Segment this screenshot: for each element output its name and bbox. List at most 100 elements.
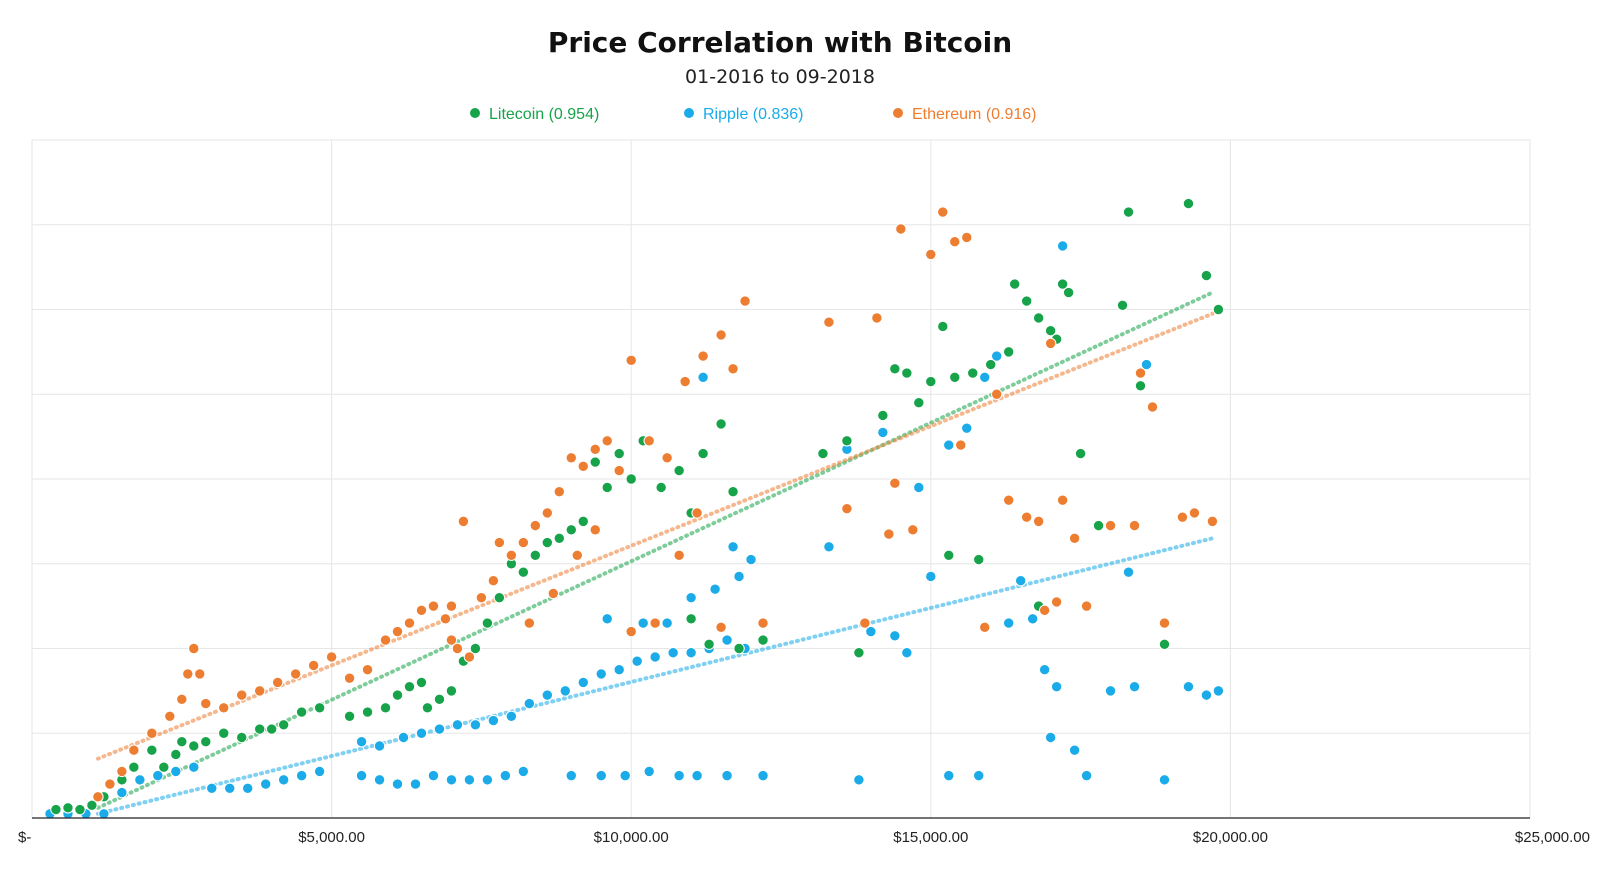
data-point-ethereum (325, 651, 338, 663)
data-point-ethereum (493, 536, 506, 549)
trendline-ripple (95, 536, 1215, 816)
legend-item-ripple[interactable]: Ripple (0.836) (684, 106, 804, 124)
data-point-ethereum (116, 765, 128, 778)
data-point-ripple (427, 769, 440, 782)
data-point-ripple (661, 617, 673, 629)
data-point-ethereum (343, 672, 356, 684)
data-point-ripple (1050, 680, 1063, 693)
data-point-ripple (721, 634, 733, 646)
data-point-ethereum (1158, 617, 1171, 629)
data-point-ripple (757, 769, 769, 782)
data-point-litecoin (517, 566, 530, 578)
data-point-ethereum (1128, 519, 1141, 532)
x-tick-label: $15,000.00 (893, 829, 968, 846)
x-tick-label: $25,000.00 (1515, 829, 1590, 846)
legend-label-ripple: Ripple (0.836) (703, 106, 804, 123)
data-point-ripple (188, 761, 200, 773)
data-point-litecoin (967, 367, 979, 379)
data-point-litecoin (985, 358, 997, 371)
data-point-ethereum (1176, 511, 1189, 523)
data-point-ripple (481, 774, 494, 786)
data-point-ethereum (289, 668, 302, 680)
data-point-litecoin (973, 553, 985, 566)
data-point-litecoin (949, 371, 961, 383)
data-point-ethereum (146, 727, 158, 739)
data-point-litecoin (877, 409, 889, 422)
data-point-ethereum (715, 329, 727, 341)
data-point-ripple (943, 769, 955, 782)
data-point-litecoin (889, 363, 901, 375)
data-point-ripple (823, 541, 835, 553)
data-point-ethereum (1056, 494, 1069, 506)
data-point-litecoin (433, 693, 446, 706)
data-point-ripple (745, 553, 757, 566)
data-point-litecoin (553, 532, 565, 545)
data-point-litecoin (445, 685, 458, 697)
data-point-ethereum (859, 617, 871, 629)
data-point-ripple (925, 570, 937, 583)
data-point-ripple (685, 591, 697, 604)
data-point-litecoin (943, 549, 955, 561)
data-point-ethereum (601, 435, 613, 447)
data-point-ethereum (253, 685, 266, 697)
data-point-ripple (565, 769, 577, 782)
data-point-litecoin (529, 549, 542, 561)
data-point-ethereum (937, 206, 949, 218)
data-point-litecoin (715, 418, 727, 430)
data-point-litecoin (565, 524, 577, 536)
data-point-ethereum (475, 591, 488, 604)
data-point-ripple (685, 647, 697, 659)
data-point-ripple (577, 676, 589, 689)
data-point-ripple (397, 731, 410, 744)
data-point-litecoin (853, 647, 865, 659)
legend-item-litecoin[interactable]: Litecoin (0.954) (470, 106, 599, 124)
data-point-ripple (505, 710, 518, 722)
data-point-litecoin (343, 710, 356, 722)
data-point-ethereum (571, 549, 583, 561)
data-point-ethereum (673, 549, 685, 561)
data-point-ethereum (643, 435, 655, 447)
data-point-ripple (901, 647, 913, 659)
x-tick-label: $- (18, 829, 31, 846)
data-point-ethereum (553, 486, 565, 498)
data-point-ethereum (823, 316, 835, 328)
data-point-ripple (559, 685, 571, 697)
data-point-ripple (1128, 680, 1141, 693)
data-point-litecoin (62, 802, 74, 814)
data-point-ethereum (1206, 515, 1219, 528)
data-point-litecoin (625, 473, 637, 485)
data-point-ripple (277, 774, 290, 786)
data-point-ethereum (547, 587, 560, 600)
data-point-litecoin (577, 515, 589, 528)
data-point-ripple (673, 769, 685, 782)
data-point-litecoin (146, 744, 158, 756)
data-point-ripple (116, 786, 128, 799)
data-point-litecoin (481, 617, 494, 629)
data-point-litecoin (685, 613, 697, 625)
legend-item-ethereum[interactable]: Ethereum (0.916) (893, 106, 1037, 124)
data-point-litecoin (589, 456, 601, 468)
data-point-litecoin (469, 642, 482, 655)
data-point-ripple (206, 782, 218, 795)
data-point-ripple (733, 570, 745, 583)
data-point-ethereum (463, 651, 476, 663)
data-point-litecoin (1008, 278, 1021, 290)
data-point-ripple (1200, 689, 1213, 701)
data-point-ethereum (1050, 596, 1063, 608)
data-point-ripple (1056, 240, 1069, 252)
chart-title: Price Correlation with Bitcoin (547, 26, 1013, 59)
data-point-ripple (1002, 617, 1015, 629)
data-point-ripple (463, 774, 476, 786)
data-point-ripple (979, 371, 991, 383)
data-point-litecoin (391, 689, 404, 701)
data-point-ethereum (1002, 494, 1015, 506)
data-point-litecoin (1062, 286, 1075, 299)
data-point-ethereum (271, 676, 284, 689)
data-point-ripple (709, 583, 721, 595)
data-point-ethereum (188, 642, 200, 655)
data-point-litecoin (265, 723, 278, 735)
data-point-ethereum (1104, 519, 1117, 532)
data-point-ripple (631, 655, 643, 667)
data-point-litecoin (757, 634, 769, 646)
